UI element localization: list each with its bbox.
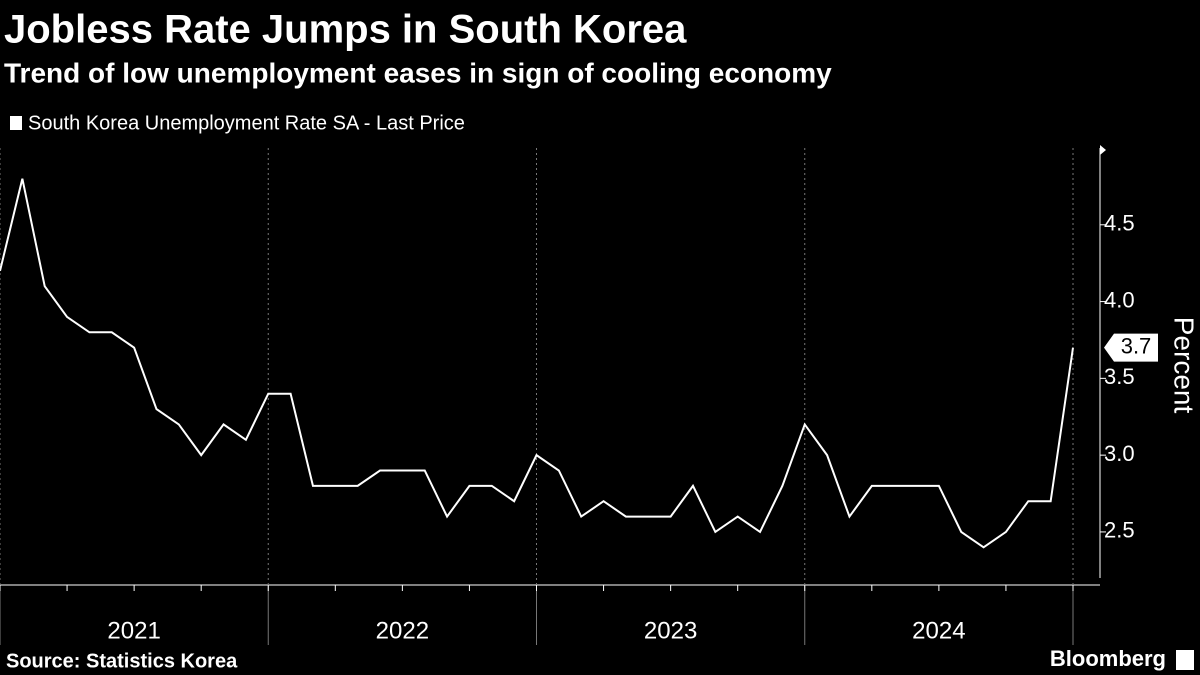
x-tick-label: 2022 (376, 617, 429, 644)
y-tick-label: 4.0 (1104, 287, 1135, 312)
chart-subtitle: Trend of low unemployment eases in sign … (4, 57, 832, 88)
line (0, 178, 1074, 549)
y-tick-label: 4.5 (1104, 211, 1135, 236)
x-tick-label: 2023 (644, 617, 697, 644)
y-tick-label: 2.5 (1104, 518, 1135, 543)
last-value-box (1104, 333, 1158, 362)
y-tick-label: 3.5 (1104, 364, 1135, 389)
brand: Bloomberg (1050, 646, 1166, 671)
source: Source: Statistics Korea (6, 650, 238, 672)
axis-arrow (1100, 145, 1106, 155)
chart-title: Jobless Rate Jumps in South Korea (4, 8, 687, 52)
x-tick-label: 2024 (912, 617, 965, 644)
y-axis-label: Percent (1169, 317, 1200, 414)
legend-label: South Korea Unemployment Rate SA - Last … (28, 112, 465, 134)
y-tick-label: 3.0 (1104, 441, 1135, 466)
brand-icon (1176, 650, 1194, 670)
legend-swatch (10, 116, 22, 130)
last-value-label: 3.7 (1121, 333, 1152, 358)
x-tick-label: 2021 (107, 617, 160, 644)
